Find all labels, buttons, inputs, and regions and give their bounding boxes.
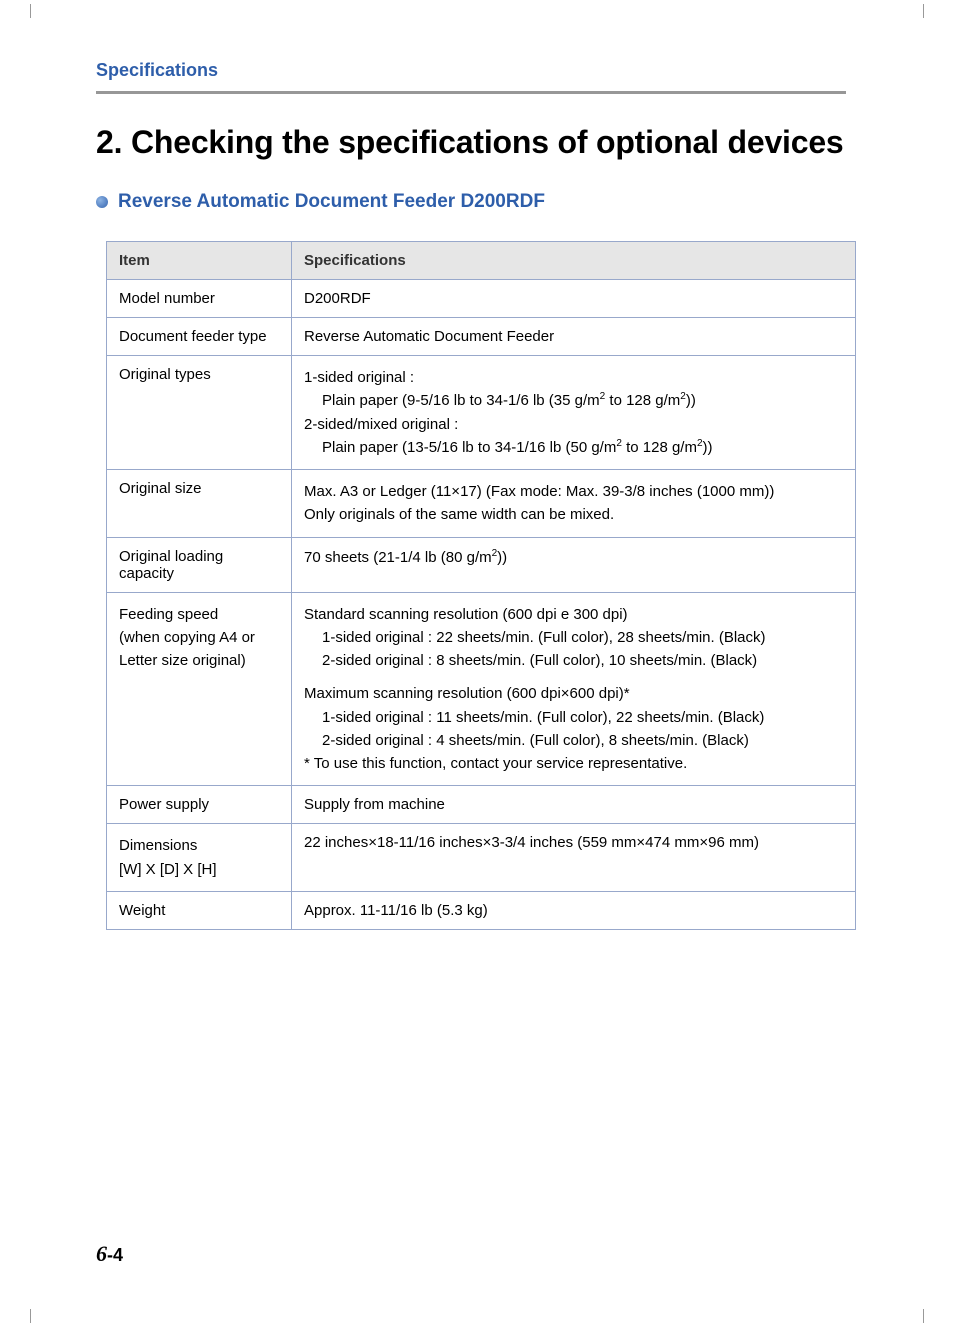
running-head: Specifications [96,60,846,91]
crop-tick [923,4,924,18]
cell-spec: 1-sided original : Plain paper (9-5/16 l… [292,356,856,470]
text: 70 sheets (21-1/4 lb (80 g/m [304,549,492,566]
header-rule [96,91,846,94]
cell-spec: Supply from machine [292,786,856,824]
spec-line: 1-sided original : 11 sheets/min. (Full … [304,706,843,729]
table-row: Original size Max. A3 or Ledger (11×17) … [107,470,856,538]
cell-item: Weight [107,891,292,929]
cell-spec: Approx. 11-11/16 lb (5.3 kg) [292,891,856,929]
text: Plain paper (13-5/16 lb to 34-1/16 lb (5… [322,439,616,456]
cell-item: Document feeder type [107,318,292,356]
cell-spec: D200RDF [292,280,856,318]
table-row: Feeding speed (when copying A4 or Letter… [107,592,856,786]
cell-item: Feeding speed (when copying A4 or Letter… [107,592,292,786]
spec-table: Item Specifications Model number D200RDF… [106,241,856,930]
spec-line: 2-sided/mixed original : [304,413,843,436]
cell-spec: Standard scanning resolution (600 dpi e … [292,592,856,786]
page-content: Specifications 2. Checking the specifica… [96,60,846,1267]
spec-line: Maximum scanning resolution (600 dpi×600… [304,682,843,705]
text: )) [703,439,713,456]
text: Plain paper (9-5/16 lb to 34-1/6 lb (35 … [322,392,600,409]
item-line: Feeding speed [119,603,279,626]
spec-line: 2-sided original : 4 sheets/min. (Full c… [304,729,843,752]
spec-line: 1-sided original : [304,366,843,389]
table-row: Dimensions [W] X [D] X [H] 22 inches×18-… [107,824,856,892]
spec-line: 1-sided original : 22 sheets/min. (Full … [304,626,843,649]
page-number: 6-4 [96,1241,123,1267]
spec-line: Only originals of the same width can be … [304,503,843,526]
table-row: Original loading capacity 70 sheets (21-… [107,537,856,592]
item-line: Letter size original) [119,649,279,672]
item-line: [W] X [D] X [H] [119,858,279,881]
table-row: Weight Approx. 11-11/16 lb (5.3 kg) [107,891,856,929]
text: )) [497,549,507,566]
cell-spec: 22 inches×18-11/16 inches×3-3/4 inches (… [292,824,856,892]
table-row: Original types 1-sided original : Plain … [107,356,856,470]
th-item: Item [107,242,292,280]
table-row: Power supply Supply from machine [107,786,856,824]
cell-item: Original size [107,470,292,538]
cell-spec: Reverse Automatic Document Feeder [292,318,856,356]
bullet-icon [96,196,108,208]
table-row: Document feeder type Reverse Automatic D… [107,318,856,356]
crop-tick [923,1309,924,1323]
cell-item: Power supply [107,786,292,824]
cell-item: Original loading capacity [107,537,292,592]
spec-line: Plain paper (9-5/16 lb to 34-1/6 lb (35 … [304,389,843,412]
th-spec: Specifications [292,242,856,280]
spec-line: Max. A3 or Ledger (11×17) (Fax mode: Max… [304,480,843,503]
item-line: (when copying A4 or [119,626,279,649]
cell-item: Dimensions [W] X [D] X [H] [107,824,292,892]
crop-tick [30,4,31,18]
spec-line: * To use this function, contact your ser… [304,752,843,775]
spec-paragraph: Standard scanning resolution (600 dpi e … [304,603,843,673]
section-heading-row: Reverse Automatic Document Feeder D200RD… [96,191,846,213]
cell-spec: Max. A3 or Ledger (11×17) (Fax mode: Max… [292,470,856,538]
table-row: Model number D200RDF [107,280,856,318]
text: to 128 g/m [622,439,697,456]
spec-line: 2-sided original : 8 sheets/min. (Full c… [304,649,843,672]
cell-item: Model number [107,280,292,318]
spec-line: Standard scanning resolution (600 dpi e … [304,603,843,626]
spec-paragraph: Maximum scanning resolution (600 dpi×600… [304,682,843,775]
item-line: Dimensions [119,834,279,857]
page-title: 2. Checking the specifications of option… [96,124,846,161]
page-number-page: 4 [113,1245,123,1265]
table-header-row: Item Specifications [107,242,856,280]
crop-tick [30,1309,31,1323]
spec-line: Plain paper (13-5/16 lb to 34-1/16 lb (5… [304,436,843,459]
page-number-chapter: 6 [96,1241,107,1266]
cell-item: Original types [107,356,292,470]
section-heading: Reverse Automatic Document Feeder D200RD… [118,191,545,213]
cell-spec: 70 sheets (21-1/4 lb (80 g/m2)) [292,537,856,592]
text: to 128 g/m [605,392,680,409]
text: )) [686,392,696,409]
